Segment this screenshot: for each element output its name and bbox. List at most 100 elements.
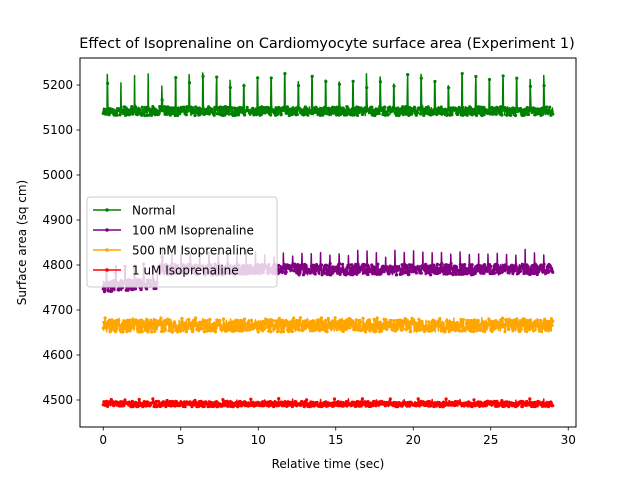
data-point — [535, 272, 539, 277]
data-point — [272, 108, 276, 112]
legend-marker — [105, 228, 109, 232]
data-point — [469, 329, 474, 333]
data-point — [274, 319, 278, 323]
data-point — [112, 322, 116, 326]
data-point — [154, 286, 158, 291]
data-point — [455, 321, 459, 325]
data-point — [500, 113, 504, 117]
data-point — [354, 404, 358, 408]
data-point — [157, 110, 161, 114]
data-point — [391, 328, 395, 332]
data-point — [154, 399, 158, 404]
data-point — [283, 109, 288, 113]
data-point — [327, 112, 332, 116]
data-point — [370, 105, 374, 109]
data-point — [300, 328, 304, 332]
data-point — [548, 264, 552, 268]
x-tick-label: 5 — [177, 433, 185, 447]
data-point — [285, 105, 289, 109]
data-point — [335, 328, 339, 332]
data-point — [260, 111, 265, 115]
data-point — [403, 271, 407, 275]
y-axis-label: Surface area (sq cm) — [15, 180, 29, 305]
data-point — [542, 262, 546, 266]
data-point — [324, 267, 328, 271]
data-point — [176, 330, 180, 334]
data-point — [345, 105, 349, 109]
data-point — [405, 265, 409, 270]
data-point — [177, 324, 182, 328]
data-point — [381, 326, 386, 330]
data-point — [489, 111, 493, 116]
data-point — [416, 397, 420, 401]
data-point — [117, 318, 121, 323]
data-point — [189, 327, 193, 331]
data-point — [215, 112, 219, 116]
data-point — [153, 318, 157, 322]
data-point — [130, 399, 134, 403]
data-point — [145, 113, 149, 117]
data-point — [466, 404, 470, 408]
data-point — [177, 111, 181, 116]
data-point — [519, 327, 523, 331]
data-point — [223, 105, 227, 109]
y-tick-label: 4900 — [42, 213, 73, 227]
data-point — [495, 268, 499, 272]
data-point — [220, 404, 224, 408]
data-point — [334, 323, 338, 327]
data-point — [375, 316, 379, 320]
data-point — [246, 320, 250, 324]
data-point — [226, 105, 230, 109]
data-point — [383, 105, 387, 109]
data-point — [315, 400, 319, 405]
data-point — [275, 324, 279, 328]
data-point — [128, 329, 132, 333]
data-point — [518, 269, 523, 273]
data-point — [171, 330, 175, 334]
data-point — [410, 263, 414, 267]
data-point — [197, 113, 201, 117]
data-point — [347, 263, 351, 267]
data-point — [156, 112, 161, 116]
data-point — [329, 327, 334, 331]
data-point — [422, 324, 426, 329]
data-point — [442, 400, 446, 404]
data-point — [468, 322, 472, 326]
data-point — [538, 110, 542, 114]
data-point — [214, 326, 218, 331]
data-point — [395, 111, 399, 115]
data-point — [256, 330, 260, 334]
data-point — [137, 397, 141, 402]
y-tick-label: 4800 — [42, 258, 73, 272]
data-point — [324, 318, 328, 322]
data-point — [347, 108, 351, 112]
data-point — [117, 288, 121, 292]
data-point — [232, 324, 236, 329]
data-point — [544, 328, 548, 332]
data-point — [294, 326, 298, 331]
data-point — [344, 322, 348, 327]
data-point — [319, 267, 323, 271]
data-point — [531, 329, 536, 333]
data-point — [396, 323, 400, 328]
data-point — [525, 264, 529, 269]
data-point — [140, 105, 144, 109]
data-point — [130, 106, 134, 110]
data-point — [257, 111, 261, 115]
data-point — [548, 105, 552, 109]
data-point — [455, 265, 459, 269]
data-point — [551, 270, 555, 274]
data-point — [160, 326, 164, 330]
data-point — [351, 79, 355, 83]
data-point — [199, 399, 203, 403]
data-point — [422, 268, 427, 272]
data-point — [124, 322, 128, 326]
data-point — [126, 325, 130, 329]
data-point — [269, 76, 273, 80]
data-point — [358, 400, 363, 404]
data-point — [350, 319, 355, 323]
data-point — [183, 405, 187, 409]
data-point — [324, 263, 329, 267]
data-point — [518, 325, 523, 329]
data-point — [295, 112, 299, 117]
